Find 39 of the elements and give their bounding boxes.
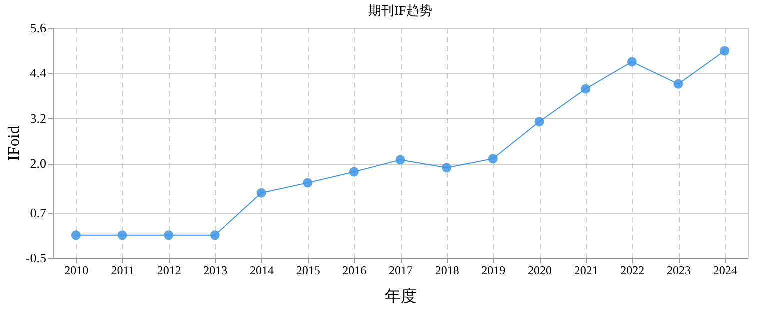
x-tick-label: 2018: [435, 264, 460, 278]
point: [256, 188, 266, 198]
point: [349, 167, 359, 177]
point: [534, 117, 544, 127]
x-axis-title: 年度: [385, 288, 417, 306]
x-tick-label: 2011: [111, 264, 135, 278]
x-tick-label: 2017: [389, 264, 413, 278]
x-tick-label: 2016: [342, 264, 367, 278]
y-tick-label: 0.7: [30, 205, 47, 220]
x-tick-label: 2014: [250, 264, 274, 278]
y-tick-label: 3.2: [30, 110, 46, 126]
y-axis-title: IFoid: [6, 126, 23, 161]
y-tick-label: 2.0: [30, 156, 46, 172]
y-tick-label: -0.5: [26, 250, 46, 266]
point: [442, 163, 452, 173]
point: [674, 79, 684, 89]
point: [581, 84, 591, 94]
point: [488, 154, 498, 164]
chart-title: 期刊IF趋势: [368, 3, 432, 18]
x-tick-label: 2021: [574, 264, 598, 278]
x-tick-label: 2013: [204, 264, 228, 278]
y-tick-label: 5.6: [30, 20, 47, 36]
point: [303, 178, 313, 188]
point: [164, 230, 174, 240]
x-tick-label: 2024: [713, 264, 738, 278]
point: [210, 230, 220, 240]
y-tick-label: 4.4: [30, 66, 47, 81]
x-tick-label: 2022: [620, 264, 645, 278]
point: [71, 230, 81, 240]
point: [627, 57, 637, 67]
point: [118, 230, 128, 240]
point: [720, 46, 730, 56]
x-tick-label: 2010: [64, 264, 89, 278]
point: [396, 155, 406, 165]
x-tick-label: 2023: [667, 264, 691, 278]
x-tick-label: 2012: [157, 264, 182, 278]
x-tick-label: 2019: [482, 264, 506, 278]
x-tick-label: 2020: [528, 264, 552, 278]
x-tick-label: 2015: [296, 264, 320, 278]
